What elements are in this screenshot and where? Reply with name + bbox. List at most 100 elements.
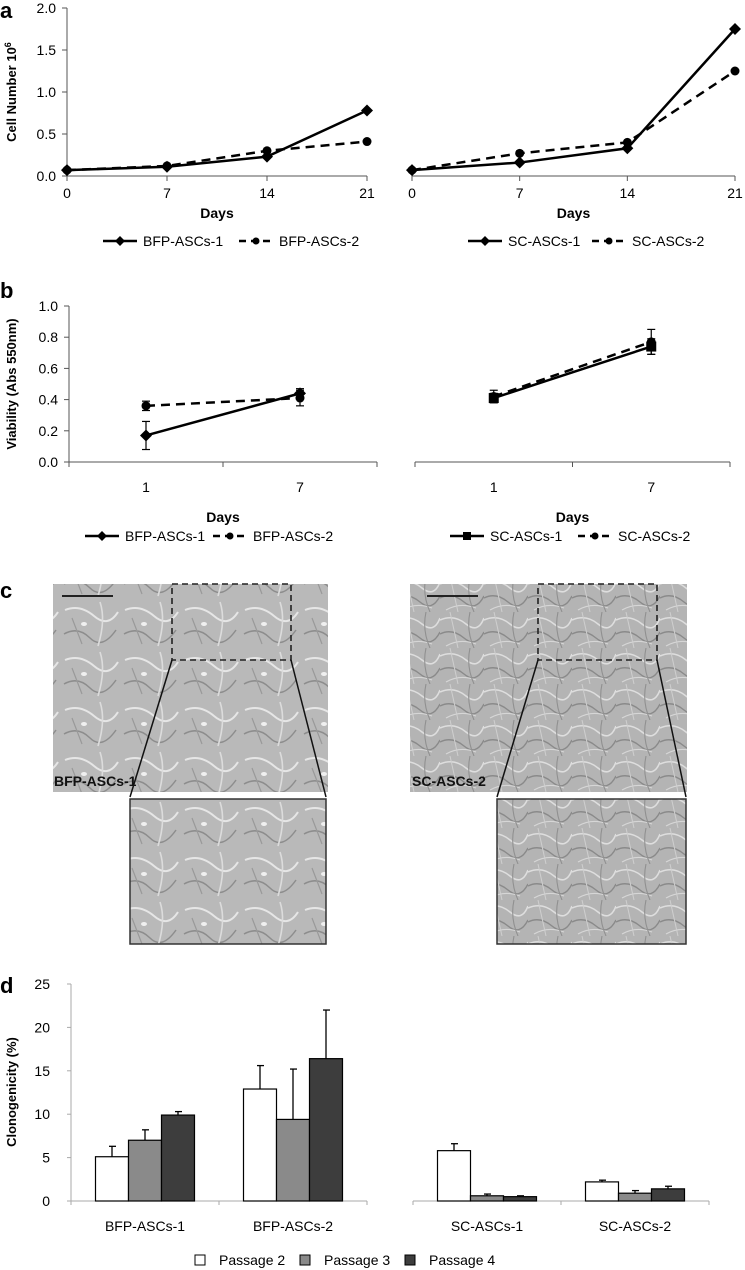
- panel-a: a Cell Number 106 0.0 0.5 1.0 1.5 2.0 0 7 14 21 Day…: [0, 0, 743, 249]
- circle-marker: [295, 393, 305, 403]
- series-line: [493, 340, 652, 398]
- x-axis-label: Days: [200, 205, 234, 221]
- bar: [469, 1195, 505, 1202]
- subplot-bfp: 0 7 14 21 Days BFP-ASCs-1 BFP-ASCs-2: [61, 104, 375, 249]
- micrograph-inset: [129, 798, 327, 945]
- bar: [502, 1196, 538, 1202]
- x-tick-label: 7: [163, 185, 171, 201]
- y-tick-label: 0.4: [39, 392, 59, 408]
- x-tick-label: 21: [359, 185, 375, 201]
- y-tick-label: 2.0: [37, 0, 57, 16]
- x-tick-label: 0: [408, 185, 416, 201]
- bar: [308, 1058, 344, 1202]
- bar: [650, 1188, 686, 1202]
- x-tick-label: 7: [647, 479, 655, 495]
- diamond-marker: [729, 23, 741, 35]
- circle-marker: [515, 148, 525, 158]
- panel-label-d: d: [0, 973, 13, 998]
- bar-group-bfp: BFP-ASCs-1 BFP-ASCs-2: [70, 1009, 368, 1234]
- y-tick-label: 25: [34, 976, 50, 992]
- x-tick-label: 14: [259, 185, 275, 201]
- x-axis-label: Days: [557, 205, 591, 221]
- legend-label: Passage 4: [429, 1252, 495, 1268]
- legend: SC-ASCs-1 SC-ASCs-2: [450, 528, 691, 544]
- y-tick-label: 0.0: [37, 168, 57, 184]
- y-axis-label: Cell Number 106: [3, 42, 19, 142]
- micrograph-inset: [496, 798, 687, 945]
- y-tick-label: 0.2: [39, 423, 59, 439]
- bar-group-sc: SC-ASCs-1 SC-ASCs-2: [412, 1143, 710, 1234]
- legend-label: SC-ASCs-1: [508, 233, 581, 249]
- y-tick-label: 1.0: [37, 84, 57, 100]
- legend: Passage 2 Passage 3 Passage 4: [194, 1252, 495, 1268]
- bar: [275, 1118, 311, 1202]
- diamond-marker: [480, 236, 490, 246]
- subplot-sc: 0 7 14 21 Days SC-ASCs-1 SC-ASCs-2: [406, 23, 743, 249]
- legend: BFP-ASCs-1 BFP-ASCs-2: [85, 528, 333, 544]
- x-tick-label: 0: [63, 185, 71, 201]
- zoom-region-box: [171, 583, 292, 661]
- circle-marker: [252, 237, 260, 245]
- diamond-marker: [361, 104, 373, 117]
- series-line: [66, 140, 368, 172]
- legend: SC-ASCs-1 SC-ASCs-2: [468, 233, 705, 249]
- x-tick-label: 14: [620, 185, 636, 201]
- y-tick-label: 20: [34, 1019, 50, 1035]
- bar: [617, 1192, 653, 1202]
- series-line: [145, 396, 301, 408]
- y-tick-label: 10: [34, 1106, 50, 1122]
- panel-label-c: c: [0, 578, 12, 603]
- series-line: [66, 109, 368, 172]
- y-tick-label: 0.5: [37, 126, 57, 142]
- circle-marker: [141, 401, 151, 411]
- series-line: [493, 345, 652, 400]
- y-tick-label: 0.6: [39, 360, 59, 376]
- y-axis-label: Clonogenicity (%): [4, 1037, 19, 1147]
- x-tick-label: BFP-ASCs-1: [105, 1218, 185, 1234]
- diamond-marker: [513, 156, 526, 169]
- circle-marker: [622, 137, 632, 147]
- bar: [160, 1114, 196, 1202]
- legend: BFP-ASCs-1 BFP-ASCs-2: [103, 233, 359, 249]
- x-tick-label: SC-ASCs-1: [451, 1218, 524, 1234]
- legend-label: BFP-ASCs-2: [253, 528, 333, 544]
- legend-label: BFP-ASCs-1: [143, 233, 223, 249]
- y-tick-label: 5: [42, 1150, 50, 1166]
- circle-marker: [407, 165, 417, 175]
- circle-marker: [262, 146, 272, 156]
- panel-label-b: b: [0, 278, 13, 303]
- diamond-marker: [97, 531, 107, 541]
- bar: [584, 1181, 620, 1202]
- circle-marker: [489, 391, 499, 401]
- x-tick-label: SC-ASCs-2: [599, 1218, 672, 1234]
- legend-swatch: [404, 1254, 416, 1266]
- bar: [436, 1150, 472, 1202]
- diamond-marker: [115, 236, 125, 246]
- y-tick-label: 0.0: [39, 454, 59, 470]
- legend-label: SC-ASCs-2: [632, 233, 705, 249]
- y-axis-label: Viability (Abs 550nm): [4, 318, 19, 449]
- y-tick-label: 1.0: [39, 298, 59, 314]
- legend-label: SC-ASCs-1: [490, 528, 563, 544]
- circle-marker: [591, 532, 599, 540]
- bar: [94, 1156, 130, 1202]
- x-tick-label: BFP-ASCs-2: [253, 1218, 333, 1234]
- x-tick-label: 21: [727, 185, 743, 201]
- micrograph-bfp-ascs-1: BFP-ASCs-1: [53, 583, 328, 945]
- x-tick-label: 1: [490, 479, 498, 495]
- legend-label: SC-ASCs-2: [618, 528, 691, 544]
- circle-marker: [605, 237, 613, 245]
- series-line: [411, 28, 736, 172]
- micrograph-label: BFP-ASCs-1: [54, 773, 137, 789]
- legend-label: BFP-ASCs-1: [125, 528, 205, 544]
- micrograph-sc-ascs-2: SC-ASCs-2: [410, 583, 687, 945]
- circle-marker: [62, 165, 72, 175]
- diamond-marker: [140, 429, 152, 442]
- x-tick-label: 1: [142, 479, 150, 495]
- y-tick-label: 0.8: [39, 329, 59, 345]
- x-tick-label: 7: [296, 479, 304, 495]
- y-tick-label: 15: [34, 1063, 50, 1079]
- legend-swatch: [299, 1254, 311, 1266]
- circle-marker: [226, 532, 234, 540]
